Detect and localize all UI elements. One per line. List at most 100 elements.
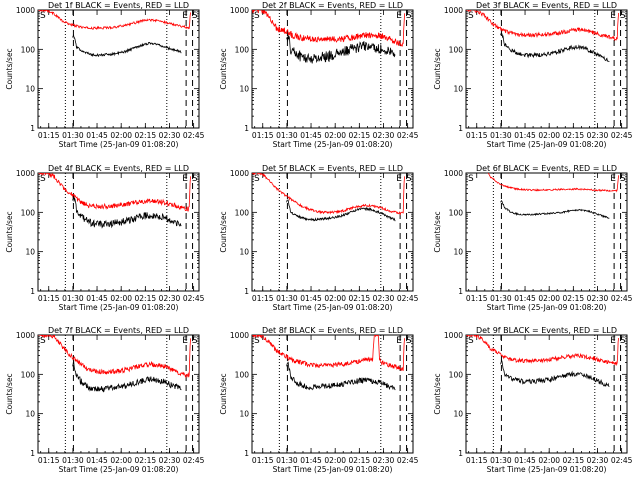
- x-tick-label: 02:45: [611, 131, 633, 140]
- y-axis: 1 10 100 1000: [16, 169, 199, 296]
- marker-e: E: [610, 336, 616, 346]
- panel-det-1: Det 1f BLACK = Events, RED = LLD 1 10 100 10…: [5, 1, 205, 149]
- marker-s: S: [192, 174, 198, 184]
- marker-s: S: [192, 336, 198, 346]
- panel-det-8: Det 8f BLACK = Events, RED = LLD 1 10 100 10…: [219, 326, 419, 474]
- y-axis-label: Counts/sec: [219, 211, 228, 252]
- data-area: [252, 335, 405, 391]
- marker-e: E: [610, 11, 616, 21]
- data-area: [38, 10, 191, 58]
- x-tick-label: 02:00: [538, 294, 560, 303]
- y-tick-label: 100: [235, 45, 250, 54]
- x-tick-label: 02:45: [611, 294, 633, 303]
- panel-title: Det 5f BLACK = Events, RED = LLD: [262, 164, 403, 173]
- marker-s: S: [620, 336, 626, 346]
- x-tick-label: 01:15: [38, 294, 60, 303]
- x-tick-label: 01:15: [466, 294, 488, 303]
- panel-title: Det 4f BLACK = Events, RED = LLD: [48, 164, 189, 173]
- lld-rate-line: [38, 10, 191, 30]
- y-tick-label: 100: [235, 370, 250, 379]
- x-tick-label: 02:00: [538, 456, 560, 465]
- y-axis-label: Counts/sec: [219, 48, 228, 89]
- y-tick-label: 1: [30, 287, 35, 296]
- y-tick-label: 1000: [230, 6, 249, 15]
- x-tick-label: 01:15: [252, 456, 274, 465]
- x-tick-label: 01:45: [86, 456, 108, 465]
- lld-rate-line: [252, 335, 405, 371]
- data-area: [466, 10, 619, 63]
- y-tick-label: 1000: [16, 169, 35, 178]
- panel-title: Det 1f BLACK = Events, RED = LLD: [48, 1, 189, 10]
- x-axis-label: Start Time (25-Jan-09 01:08:20): [273, 465, 393, 474]
- x-tick-label: 01:30: [62, 456, 84, 465]
- y-tick-label: 1: [458, 124, 463, 133]
- data-area: [38, 335, 191, 393]
- y-axis: 1 10 100 1000: [444, 169, 627, 296]
- events-rate-line: [286, 199, 396, 222]
- marker-s: S: [40, 336, 46, 346]
- data-area: [466, 335, 619, 388]
- x-axis: 01:15 01:30 01:45 02:00 02:15 02:30 02:45: [466, 335, 633, 465]
- y-axis-label: Counts/sec: [219, 373, 228, 414]
- y-tick-label: 1000: [444, 169, 463, 178]
- data-area: [252, 10, 405, 64]
- panel-title: Det 8f BLACK = Events, RED = LLD: [262, 326, 403, 335]
- marker-e: E: [182, 11, 188, 21]
- x-axis: 01:15 01:30 01:45 02:00 02:15 02:30 02:45: [466, 10, 633, 140]
- x-axis-label: Start Time (25-Jan-09 01:08:20): [487, 465, 607, 474]
- y-axis: 1 10 100 1000: [444, 331, 627, 458]
- x-axis-label: Start Time (25-Jan-09 01:08:20): [273, 140, 393, 149]
- y-axis-label: Counts/sec: [433, 48, 442, 89]
- x-tick-label: 02:45: [611, 456, 633, 465]
- y-axis: 1 10 100 1000: [230, 331, 413, 458]
- x-tick-label: 02:00: [324, 456, 346, 465]
- reference-lines: [278, 335, 408, 453]
- x-axis: 01:15 01:30 01:45 02:00 02:15 02:30 02:45: [38, 335, 205, 465]
- lld-rate-line: [38, 335, 191, 379]
- x-axis: 01:15 01:30 01:45 02:00 02:15 02:30 02:45: [466, 173, 633, 303]
- x-tick-label: 01:45: [300, 294, 322, 303]
- x-tick-label: 02:00: [538, 131, 560, 140]
- reference-lines: [64, 335, 194, 453]
- x-tick-label: 02:45: [397, 131, 419, 140]
- x-axis-label: Start Time (25-Jan-09 01:08:20): [59, 140, 179, 149]
- plot-frame: [37, 172, 200, 292]
- y-tick-label: 10: [25, 85, 35, 94]
- panel-det-7: Det 7f BLACK = Events, RED = LLD 1 10 100 10…: [5, 326, 205, 474]
- events-rate-line: [72, 34, 182, 58]
- events-rate-line: [500, 32, 610, 63]
- marker-s: S: [254, 174, 260, 184]
- y-axis-label: Counts/sec: [5, 48, 14, 89]
- panel-title: Det 7f BLACK = Events, RED = LLD: [48, 326, 189, 335]
- x-tick-label: 02:15: [135, 294, 157, 303]
- marker-s: S: [468, 174, 474, 184]
- x-tick-label: 01:30: [276, 456, 298, 465]
- y-axis: 1 10 100 1000: [444, 6, 627, 133]
- y-axis: 1 10 100 1000: [230, 169, 413, 296]
- data-area: [252, 173, 405, 222]
- x-axis: 01:15 01:30 01:45 02:00 02:15 02:30 02:45: [38, 10, 205, 140]
- lld-rate-line: [466, 10, 619, 42]
- x-tick-label: 02:30: [159, 294, 181, 303]
- x-tick-label: 01:45: [300, 131, 322, 140]
- events-rate-line: [286, 361, 396, 391]
- x-axis: 01:15 01:30 01:45 02:00 02:15 02:30 02:45: [38, 173, 205, 303]
- y-axis: 1 10 100 1000: [16, 331, 199, 458]
- x-tick-label: 02:30: [587, 131, 609, 140]
- marker-e: E: [396, 336, 402, 346]
- x-tick-label: 02:45: [183, 294, 205, 303]
- y-tick-label: 1000: [444, 6, 463, 15]
- plot-frame: [251, 9, 414, 129]
- x-tick-label: 02:15: [135, 131, 157, 140]
- x-tick-label: 02:30: [373, 131, 395, 140]
- x-tick-label: 02:30: [373, 456, 395, 465]
- lld-rate-line: [252, 173, 405, 216]
- data-area: [38, 173, 191, 229]
- y-tick-label: 1000: [16, 331, 35, 340]
- marker-s: S: [254, 11, 260, 21]
- y-tick-label: 100: [449, 208, 464, 217]
- x-tick-label: 02:45: [397, 294, 419, 303]
- events-rate-line: [500, 358, 610, 388]
- y-axis-label: Counts/sec: [5, 211, 14, 252]
